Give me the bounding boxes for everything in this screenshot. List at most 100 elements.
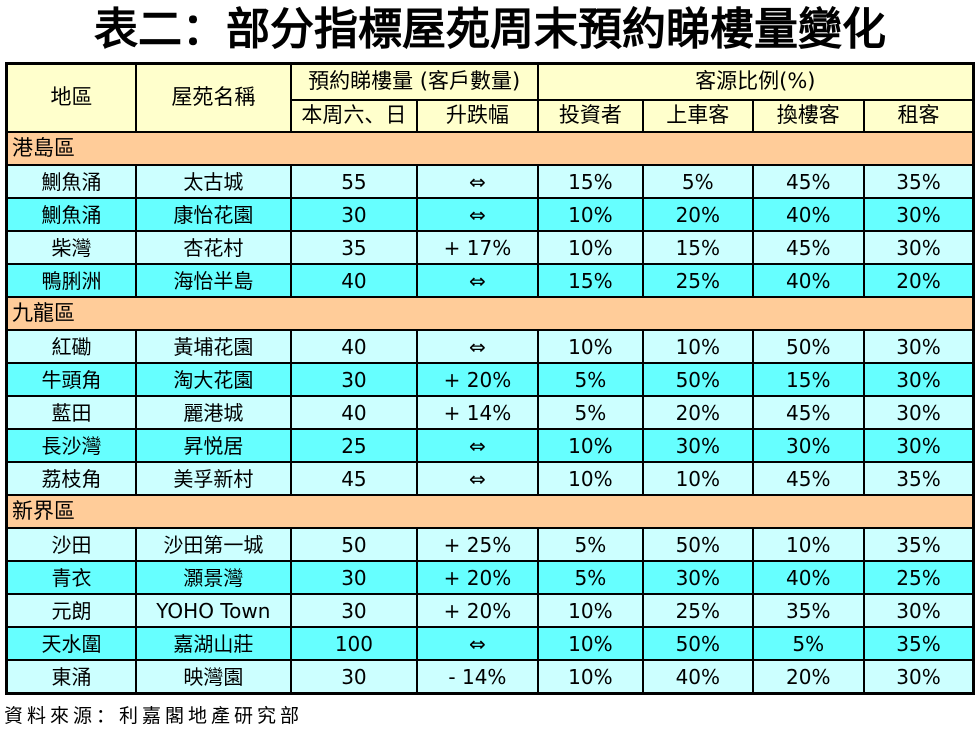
- table-row: 鰂魚涌 康怡花園 30 ⇔ 10% 20% 40% 30%: [5, 197, 975, 232]
- cell-weekend-count: 30: [289, 197, 419, 232]
- cell-tenant: 30%: [862, 428, 975, 463]
- cell-first-time-buyer: 25%: [642, 263, 754, 298]
- cell-first-time-buyer: 25%: [642, 593, 754, 628]
- cell-weekend-count: 30: [289, 659, 419, 695]
- col-header-first-time-buyer: 上車客: [642, 99, 754, 133]
- table-row: 鴨脷洲 海怡半島 40 ⇔ 15% 25% 40% 20%: [5, 263, 975, 298]
- section-label: 九龍區: [5, 296, 975, 331]
- cell-tenant: 25%: [862, 560, 975, 595]
- cell-change: ⇔: [416, 263, 539, 298]
- cell-weekend-count: 40: [289, 263, 419, 298]
- cell-investor: 10%: [536, 230, 645, 265]
- cell-district: 鰂魚涌: [5, 164, 138, 199]
- cell-district: 荔枝角: [5, 461, 138, 496]
- page-title: 表二：部分指標屋苑周末預約睇樓量變化: [94, 4, 886, 55]
- cell-estate: 黃埔花園: [135, 329, 292, 364]
- col-group-bookings: 預約睇樓量 (客戶數量): [289, 62, 539, 101]
- cell-weekend-count: 40: [289, 329, 419, 364]
- cell-first-time-buyer: 40%: [642, 659, 754, 695]
- cell-tenant: 30%: [862, 362, 975, 397]
- cell-tenant: 35%: [862, 527, 975, 562]
- cell-estate: YOHO Town: [135, 593, 292, 628]
- cell-investor: 10%: [536, 659, 645, 695]
- table-row: 沙田 沙田第一城 50 + 25% 5% 50% 10% 35%: [5, 527, 975, 562]
- table-row: 藍田 麗港城 40 + 14% 5% 20% 45% 30%: [5, 395, 975, 430]
- cell-tenant: 35%: [862, 164, 975, 199]
- cell-estate: 映灣園: [135, 659, 292, 695]
- cell-upgrader: 35%: [751, 593, 865, 628]
- cell-upgrader: 10%: [751, 527, 865, 562]
- cell-investor: 10%: [536, 593, 645, 628]
- cell-investor: 5%: [536, 362, 645, 397]
- cell-change: + 20%: [416, 593, 539, 628]
- cell-weekend-count: 45: [289, 461, 419, 496]
- table-row: 東涌 映灣園 30- 14% 10% 40% 20% 30%: [5, 659, 975, 695]
- cell-tenant: 30%: [862, 230, 975, 265]
- cell-weekend-count: 55: [289, 164, 419, 199]
- col-header-estate: 屋苑名稱: [135, 62, 292, 133]
- section-label: 新界區: [5, 494, 975, 529]
- cell-estate: 嘉湖山莊: [135, 626, 292, 661]
- cell-change: ⇔: [416, 626, 539, 661]
- col-header-weekend-count: 本周六、日: [289, 99, 419, 133]
- cell-change: - 14%: [416, 659, 539, 695]
- table-row: 柴灣 杏花村 35 + 17% 10% 15% 45% 30%: [5, 230, 975, 265]
- cell-first-time-buyer: 50%: [642, 527, 754, 562]
- cell-change: + 20%: [416, 560, 539, 595]
- cell-district: 元朗: [5, 593, 138, 628]
- cell-first-time-buyer: 30%: [642, 560, 754, 595]
- cell-change: + 17%: [416, 230, 539, 265]
- cell-first-time-buyer: 15%: [642, 230, 754, 265]
- cell-investor: 15%: [536, 164, 645, 199]
- cell-investor: 15%: [536, 263, 645, 298]
- cell-tenant: 30%: [862, 329, 975, 364]
- cell-district: 天水圍: [5, 626, 138, 661]
- cell-district: 東涌: [5, 659, 138, 695]
- cell-investor: 10%: [536, 626, 645, 661]
- section-row: 九龍區: [5, 296, 975, 331]
- cell-upgrader: 40%: [751, 560, 865, 595]
- cell-tenant: 30%: [862, 593, 975, 628]
- cell-estate: 麗港城: [135, 395, 292, 430]
- cell-estate: 杏花村: [135, 230, 292, 265]
- cell-upgrader: 45%: [751, 230, 865, 265]
- cell-first-time-buyer: 10%: [642, 461, 754, 496]
- cell-upgrader: 45%: [751, 461, 865, 496]
- cell-upgrader: 45%: [751, 164, 865, 199]
- table-row: 長沙灣 昇悦居 25 ⇔ 10% 30% 30% 30%: [5, 428, 975, 463]
- cell-district: 鴨脷洲: [5, 263, 138, 298]
- cell-upgrader: 40%: [751, 263, 865, 298]
- cell-change: ⇔: [416, 329, 539, 364]
- cell-district: 鰂魚涌: [5, 197, 138, 232]
- cell-tenant: 30%: [862, 197, 975, 232]
- cell-weekend-count: 100: [289, 626, 419, 661]
- cell-change: ⇔: [416, 197, 539, 232]
- cell-upgrader: 40%: [751, 197, 865, 232]
- cell-investor: 10%: [536, 428, 645, 463]
- cell-tenant: 35%: [862, 461, 975, 496]
- cell-upgrader: 45%: [751, 395, 865, 430]
- cell-weekend-count: 30: [289, 560, 419, 595]
- cell-district: 紅磡: [5, 329, 138, 364]
- cell-first-time-buyer: 10%: [642, 329, 754, 364]
- table-row: 元朗 YOHO Town 30 + 20% 10% 25% 35% 30%: [5, 593, 975, 628]
- table-row: 荔枝角 美孚新村 45 ⇔ 10% 10% 45% 35%: [5, 461, 975, 496]
- cell-first-time-buyer: 50%: [642, 362, 754, 397]
- cell-investor: 10%: [536, 329, 645, 364]
- table-row: 牛頭角 淘大花園 30 + 20% 5% 50% 15% 30%: [5, 362, 975, 397]
- cell-tenant: 30%: [862, 395, 975, 430]
- section-label: 港島區: [5, 131, 975, 166]
- col-header-district: 地區: [5, 62, 138, 133]
- table-row: 紅磡 黃埔花園 40 ⇔ 10% 10% 50% 30%: [5, 329, 975, 364]
- cell-estate: 太古城: [135, 164, 292, 199]
- cell-investor: 5%: [536, 527, 645, 562]
- cell-estate: 淘大花園: [135, 362, 292, 397]
- cell-weekend-count: 40: [289, 395, 419, 430]
- cell-investor: 10%: [536, 197, 645, 232]
- section-row: 新界區: [5, 494, 975, 529]
- cell-district: 牛頭角: [5, 362, 138, 397]
- cell-upgrader: 30%: [751, 428, 865, 463]
- cell-weekend-count: 50: [289, 527, 419, 562]
- col-header-tenant: 租客: [862, 99, 975, 133]
